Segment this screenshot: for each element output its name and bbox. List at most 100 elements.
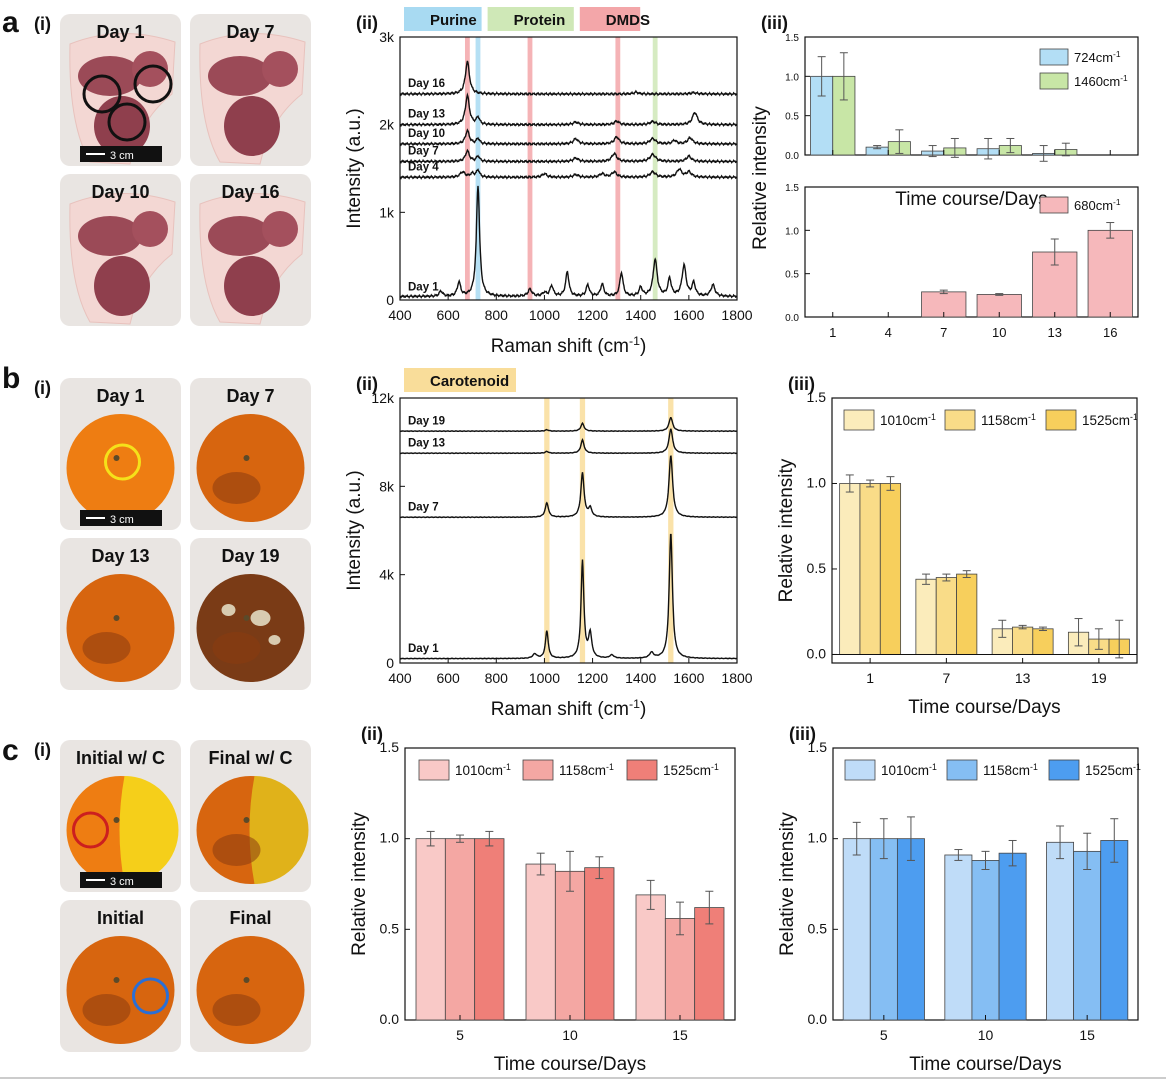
y-tick-label: 1.0 <box>807 474 827 490</box>
panel-label: (iii) <box>789 724 816 744</box>
bar-1158cm-10 <box>554 870 586 1021</box>
y-tick-label: 0.5 <box>785 270 799 281</box>
orange-fruit <box>196 574 305 682</box>
mold-spot <box>250 610 271 626</box>
bar-1525cm-15 <box>694 907 725 1021</box>
series-label: Day 7 <box>408 502 439 514</box>
x-tick-label: 1400 <box>625 307 656 323</box>
panel-label: (i) <box>34 740 51 760</box>
legend-swatch <box>843 409 875 431</box>
legend-label: 1010cm-1 <box>880 412 936 428</box>
legend-carotenoid: Carotenoid <box>404 368 516 392</box>
row-label-a: a <box>2 6 19 39</box>
panel-label: (iii) <box>761 13 788 33</box>
legend-dmds: DMDS <box>579 7 650 31</box>
legend: 680cm-1 <box>1039 196 1121 214</box>
photo-final: Final <box>190 900 311 1052</box>
photo-panel-b: (i) Day 1 3 cm Day 7 Day 13 Day 19 <box>34 378 311 690</box>
legend-swatch <box>626 759 658 781</box>
meat-muscle <box>224 96 280 156</box>
legend-label: 1158cm-1 <box>983 762 1038 778</box>
y-tick-label: 2k <box>379 117 395 133</box>
x-axis-title: Time course/Days <box>909 1054 1061 1075</box>
y-tick-label: 3k <box>379 29 395 45</box>
row-label-b: b <box>2 362 20 395</box>
x-tick-label: 10 <box>978 1027 994 1043</box>
x-tick-label: 1600 <box>673 670 704 686</box>
orange-stem <box>243 977 250 983</box>
photo-day-1: Day 1 3 cm <box>60 14 181 166</box>
photo-caption: Day 16 <box>221 182 279 202</box>
y-tick-label: 1k <box>379 204 395 220</box>
spectrum-day-1 <box>399 533 738 660</box>
series-label: Day 1 <box>408 281 439 293</box>
photo-day-19: Day 19 <box>190 538 311 690</box>
y-tick-label: 1.5 <box>785 183 799 194</box>
orange-stem <box>113 455 120 461</box>
band-1158 <box>579 398 586 663</box>
x-axis-title: Time course/Days <box>908 697 1060 718</box>
bar-1010cm-15 <box>635 894 666 1021</box>
y-tick-label: 1.5 <box>785 33 799 44</box>
y-axis-title: Intensity (a.u.) <box>344 470 365 590</box>
x-tick-label: 16 <box>1103 325 1117 340</box>
legend-swatch <box>418 759 450 781</box>
photo-caption: Final w/ C <box>208 748 292 768</box>
y-tick-label: 1.5 <box>380 739 400 755</box>
series-label: Day 10 <box>408 128 445 140</box>
series-label: Day 1 <box>408 643 439 655</box>
x-tick-label: 800 <box>485 670 509 686</box>
band-940 <box>527 37 533 300</box>
legend-swatch <box>1039 72 1069 90</box>
legend-swatch <box>1045 409 1077 431</box>
x-tick-label: 1200 <box>577 307 608 323</box>
meat-muscle <box>78 56 142 96</box>
photo-final-w-c: Final w/ C <box>190 740 311 892</box>
photo-caption: Initial w/ C <box>76 748 165 768</box>
photo-day-7: Day 7 <box>190 14 311 166</box>
bar-1010cm-10 <box>944 854 973 1021</box>
bar-1525cm-5 <box>896 838 925 1021</box>
y-tick-label: 0.0 <box>807 645 827 661</box>
legend-label: Protein <box>514 12 566 29</box>
y-tick-label: 1.0 <box>808 830 828 846</box>
decay-spot <box>212 472 261 504</box>
mold-spot <box>268 635 281 645</box>
decay-spot <box>212 834 261 866</box>
spectrum-day-13 <box>399 92 738 128</box>
x-tick-label: 15 <box>672 1027 688 1043</box>
photo-caption: Initial <box>97 908 144 928</box>
meat-muscle <box>132 211 168 247</box>
spectrum-day-4 <box>399 167 738 180</box>
panel-label: (ii) <box>356 13 378 33</box>
bar-1525cm-13 <box>1032 628 1054 655</box>
bar-1010cm-5 <box>842 838 871 1021</box>
legend-swatch <box>487 7 574 31</box>
roi-circle <box>104 443 141 481</box>
legend-swatch <box>844 759 876 781</box>
x-tick-label: 5 <box>880 1027 888 1043</box>
orange-stem <box>243 615 250 621</box>
legend-label: 1525cm-1 <box>663 762 719 778</box>
legend-swatch <box>1039 48 1069 66</box>
panel-label: (ii) <box>356 374 378 394</box>
legend-swatch <box>944 409 976 431</box>
orange-stem <box>113 615 120 621</box>
x-tick-label: 7 <box>942 670 950 686</box>
plot-frame <box>804 36 1139 156</box>
chart-c-ii: (ii) 5 10 15 0.0 0.5 1.0 1.5 1010cm-1 1158cm-1 152… <box>349 724 736 1075</box>
meat-muscle <box>224 256 280 316</box>
plot-frame <box>399 397 738 664</box>
legend-swatch <box>1039 196 1069 214</box>
panel-label: (i) <box>34 14 51 34</box>
roi-circle <box>133 64 173 104</box>
bar-1158cm-10 <box>971 860 1000 1021</box>
legend-label: DMDS <box>606 12 650 29</box>
x-tick-label: 7 <box>940 325 947 340</box>
legend-label: 1525cm-1 <box>1085 762 1141 778</box>
roi-circle <box>82 74 122 114</box>
meat-muscle <box>262 51 298 87</box>
x-tick-label: 1400 <box>625 670 656 686</box>
photo-day-16: Day 16 <box>190 174 311 326</box>
